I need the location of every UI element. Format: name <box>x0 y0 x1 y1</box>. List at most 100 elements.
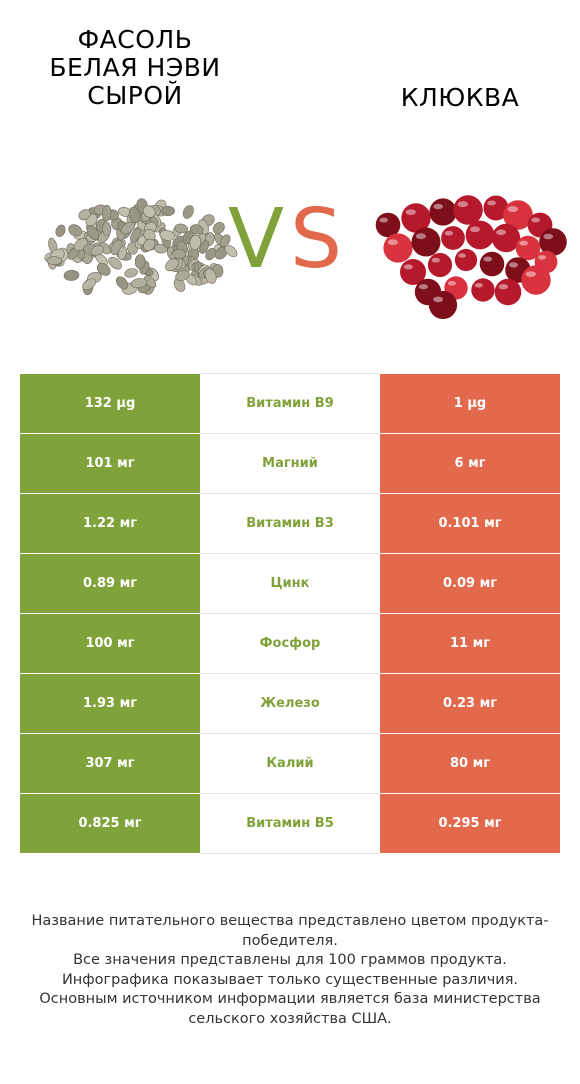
cranberry-shape <box>411 227 441 257</box>
cranberry-shape <box>503 200 533 230</box>
right-value: 80 мг <box>379 733 560 794</box>
cranberry-shape <box>454 248 478 272</box>
cranberries-image <box>375 195 567 320</box>
left-value: 0.825 мг <box>20 793 201 854</box>
bean-shape <box>182 205 194 219</box>
cranberry-shape <box>400 259 426 285</box>
left-food-title: Фасоль белая нэви сырой <box>49 25 221 110</box>
cranberry-highlight <box>457 201 468 208</box>
nutrient-name: Витамин B3 <box>200 493 380 554</box>
cranberry-shape <box>483 195 509 221</box>
nutrient-name: Железо <box>200 673 380 734</box>
bean-shape <box>102 221 112 237</box>
bean-shape <box>142 205 156 218</box>
right-food-title: Клюква <box>400 83 520 112</box>
cranberry-highlight <box>444 230 453 236</box>
cranberry-shape <box>515 235 541 261</box>
cranberry-shape <box>428 290 458 320</box>
cranberry-shape <box>521 265 551 295</box>
cranberry-highlight <box>507 206 518 213</box>
nutrient-name: Фосфор <box>200 613 380 674</box>
right-value: 0.101 мг <box>379 493 560 554</box>
comparison-row: 1.22 мг Витамин B3 0.101 мг <box>20 493 560 554</box>
bean-shape <box>63 269 80 281</box>
bean-shape <box>159 230 175 241</box>
nutrient-name: Витамин B9 <box>200 373 380 434</box>
cranberry-highlight <box>531 217 540 223</box>
bean-shape <box>124 268 138 278</box>
bean-shape <box>82 278 97 291</box>
footer-line: Основным источником информации является … <box>39 991 541 1027</box>
cranberry-shape <box>441 226 465 250</box>
left-value: 1.22 мг <box>20 493 201 554</box>
bean-shape <box>101 205 112 222</box>
cranberry-highlight <box>433 296 443 303</box>
vs-letter-v: V <box>228 192 285 287</box>
footer-notes: Название питательного вещества представл… <box>20 912 560 1029</box>
comparison-row: 1.93 мг Железо 0.23 мг <box>20 673 560 734</box>
footer-line: Инфографика показывает только существенн… <box>61 971 519 988</box>
comparison-table: 132 µg Витамин B9 1 µg 101 мг Магний 6 мг 1.22… <box>20 373 560 854</box>
cranberry-highlight <box>415 233 426 240</box>
cranberry-shape <box>539 228 567 256</box>
bean-shape <box>55 224 66 237</box>
bean-shape <box>189 234 202 251</box>
bean-shape <box>128 206 141 223</box>
cranberry-highlight <box>379 217 388 223</box>
cranberry-shape <box>453 195 483 225</box>
nutrient-name: Витамин B5 <box>200 793 380 854</box>
comparison-row: 307 мг Калий 80 мг <box>20 733 560 794</box>
bean-shape <box>90 245 104 256</box>
right-value: 11 мг <box>379 613 560 674</box>
cranberry-highlight <box>543 233 553 240</box>
bean-shape <box>175 270 190 282</box>
cranberry-shape <box>375 212 401 238</box>
cranberry-shape <box>427 252 453 278</box>
cranberry-shape <box>465 220 495 250</box>
vs-letter-s: S <box>290 192 343 287</box>
bean-shape <box>199 240 210 254</box>
cranberry-highlight <box>538 255 546 260</box>
comparison-row: 0.825 мг Витамин B5 0.295 мг <box>20 793 560 854</box>
comparison-row: 0.89 мг Цинк 0.09 мг <box>20 553 560 614</box>
bean-shape <box>174 223 188 234</box>
cranberry-shape <box>491 223 521 253</box>
bean-shape <box>165 258 179 272</box>
right-value: 0.295 мг <box>379 793 560 854</box>
bean-shape <box>108 256 122 270</box>
bean-shape <box>143 238 156 251</box>
right-value: 0.23 мг <box>379 673 560 734</box>
cranberry-highlight <box>405 209 416 215</box>
cranberry-highlight <box>431 257 440 263</box>
nutrient-name: Калий <box>200 733 380 794</box>
bean-shape <box>117 246 127 260</box>
bean-shape <box>130 278 148 289</box>
comparison-row: 101 мг Магний 6 мг <box>20 433 560 494</box>
left-value: 0.89 мг <box>20 553 201 614</box>
cranberry-highlight <box>487 200 496 206</box>
left-value: 101 мг <box>20 433 201 494</box>
right-value: 1 µg <box>379 373 560 434</box>
comparison-row: 132 µg Витамин B9 1 µg <box>20 373 560 434</box>
cranberry-shape <box>429 198 457 226</box>
navy-beans-image <box>44 198 238 296</box>
bean-shape <box>143 275 157 288</box>
bean-shape <box>68 224 83 237</box>
right-value: 6 мг <box>379 433 560 494</box>
cranberry-shape <box>401 203 431 233</box>
bean-shape <box>130 227 142 243</box>
bean-shape <box>115 276 129 290</box>
bean-shape <box>172 248 186 260</box>
cranberry-shape <box>479 251 505 277</box>
left-value: 307 мг <box>20 733 201 794</box>
left-value: 100 мг <box>20 613 201 674</box>
cranberry-highlight <box>474 283 483 288</box>
cranberry-highlight <box>525 271 536 277</box>
cranberry-shape <box>471 278 495 302</box>
cranberry-highlight <box>458 253 466 258</box>
nutrient-name: Магний <box>200 433 380 494</box>
cranberry-shape <box>494 278 522 306</box>
cranberry-highlight <box>470 226 480 233</box>
right-value: 0.09 мг <box>379 553 560 614</box>
cranberry-highlight <box>496 229 506 236</box>
